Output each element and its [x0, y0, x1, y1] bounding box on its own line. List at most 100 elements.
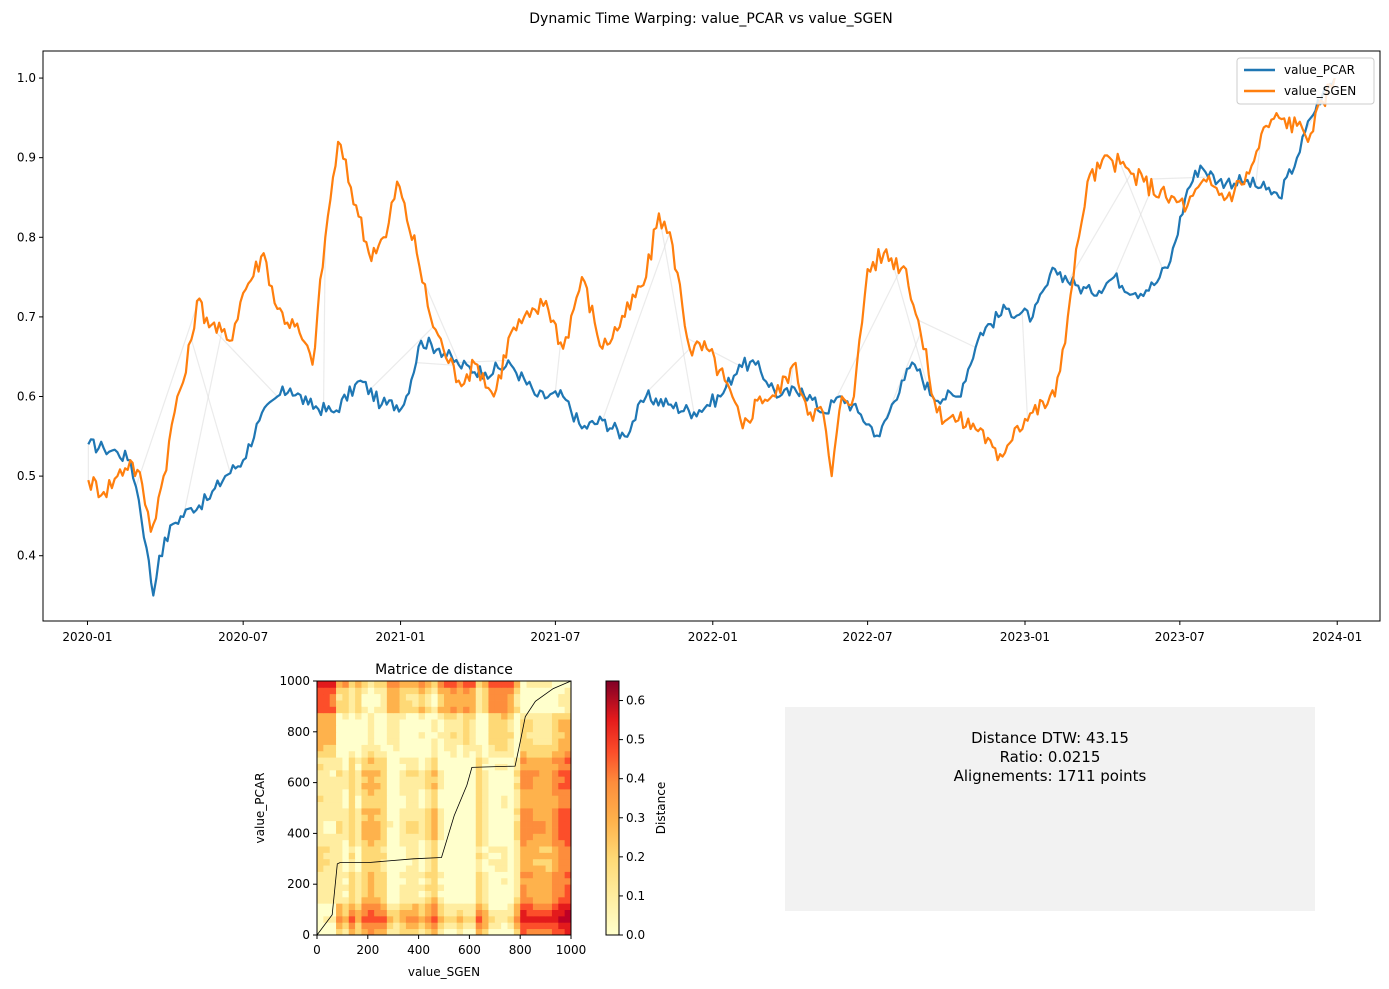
heatmap-cell: [399, 769, 407, 777]
heatmap-cell: [418, 763, 426, 771]
heatmap-cell: [444, 846, 451, 853]
heatmap-cell: [501, 725, 508, 733]
heatmap-cell: [361, 839, 369, 847]
heatmap-cell: [361, 719, 369, 726]
heatmap-cell: [355, 757, 362, 764]
heatmap-cell: [336, 681, 343, 688]
heatmap-cell: [399, 877, 407, 885]
heatmap-cell: [361, 814, 369, 822]
heatmap-cell: [361, 827, 369, 834]
heatmap-cell: [475, 795, 483, 803]
heatmap-ytick-label: 600: [287, 776, 310, 790]
heatmap-cell: [526, 693, 534, 701]
heatmap-cell: [532, 827, 540, 834]
heatmap-cell: [380, 795, 388, 803]
stats-distance: Distance DTW: 43.15: [971, 729, 1129, 747]
heatmap-cell: [469, 915, 477, 923]
heatmap-cell: [342, 776, 350, 783]
heatmap-cell: [424, 693, 432, 701]
heatmap-cell: [564, 846, 572, 853]
heatmap-cell: [539, 693, 546, 701]
heatmap-cell: [558, 903, 566, 910]
heatmap-cell: [501, 788, 508, 796]
heatmap-x-axis: 0 200 400 600 800 1000: [313, 935, 586, 957]
heatmap-cell: [551, 757, 559, 764]
heatmap-cell: [501, 865, 508, 872]
heatmap-cell: [361, 788, 369, 796]
heatmap-cell: [494, 750, 502, 758]
heatmap-cell: [444, 877, 451, 885]
heatmap-cell: [475, 693, 483, 701]
heatmap-cell: [386, 795, 394, 803]
heatmap-cell: [374, 763, 381, 771]
heatmap-cell: [513, 890, 521, 898]
heatmap-cell: [380, 700, 388, 707]
heatmap-cell: [431, 827, 439, 834]
heatmap-cell: [450, 757, 458, 764]
heatmap-cell: [348, 795, 356, 803]
heatmap-cell: [374, 788, 381, 796]
heatmap-cell: [494, 808, 502, 815]
heatmap-cell: [545, 801, 553, 809]
heatmap-cell: [317, 909, 324, 917]
heatmap-cell: [494, 877, 502, 885]
heatmap-cell: [412, 693, 419, 701]
heatmap-cell: [501, 687, 508, 695]
heatmap-cell: [424, 776, 432, 783]
heatmap-cell: [507, 903, 515, 910]
heatmap-cell: [355, 852, 362, 860]
heatmap-cell: [513, 877, 521, 885]
heatmap-cell: [342, 693, 350, 701]
heatmap-cell: [361, 769, 369, 777]
heatmap-cell: [551, 846, 559, 853]
heatmap-cell: [386, 687, 394, 695]
heatmap-cell: [348, 827, 356, 834]
heatmap-cell: [355, 693, 362, 701]
heatmap-cell: [317, 776, 324, 783]
heatmap-cell: [424, 827, 432, 834]
heatmap-cell: [450, 871, 458, 879]
heatmap-cell: [494, 928, 502, 936]
heatmap-cell: [361, 808, 369, 815]
heatmap-cell: [463, 852, 470, 860]
heatmap-cell: [367, 776, 375, 783]
heatmap-cell: [463, 719, 470, 726]
heatmap-cell: [405, 801, 413, 809]
heatmap-cell: [348, 903, 356, 910]
heatmap-cell: [501, 896, 508, 904]
heatmap-cell: [526, 719, 534, 726]
heatmap-cell: [348, 928, 356, 936]
heatmap-cell: [405, 693, 413, 701]
heatmap-cell: [329, 763, 337, 771]
heatmap-cell: [399, 731, 407, 739]
heatmap-cell: [437, 903, 445, 910]
heatmap-cell: [482, 833, 489, 841]
heatmap-cell: [437, 808, 445, 815]
heatmap-cell: [342, 890, 350, 898]
heatmap-cell: [361, 820, 369, 828]
heatmap-cell: [444, 706, 451, 714]
heatmap-cell: [418, 738, 426, 745]
heatmap-cell: [361, 750, 369, 758]
heatmap-cell: [329, 890, 337, 898]
heatmap-cell: [551, 693, 559, 701]
heatmap-cell: [418, 865, 426, 872]
heatmap-cell: [520, 903, 527, 910]
heatmap-cell: [405, 750, 413, 758]
heatmap-cell: [329, 769, 337, 777]
heatmap-cell: [424, 877, 432, 885]
heatmap-cell: [507, 808, 515, 815]
heatmap-cell: [405, 808, 413, 815]
heatmap-cell: [317, 738, 324, 745]
stats-ratio: Ratio: 0.0215: [1000, 748, 1101, 766]
heatmap-cell: [564, 915, 572, 923]
heatmap-cell: [317, 865, 324, 872]
heatmap-cell: [558, 884, 566, 891]
heatmap-cell: [336, 731, 343, 739]
heatmap-cell: [393, 725, 400, 733]
heatmap-cell: [399, 681, 407, 688]
heatmap-cell: [539, 801, 546, 809]
heatmap-cell: [501, 744, 508, 752]
heatmap-cell: [456, 871, 464, 879]
heatmap-cell: [488, 839, 496, 847]
